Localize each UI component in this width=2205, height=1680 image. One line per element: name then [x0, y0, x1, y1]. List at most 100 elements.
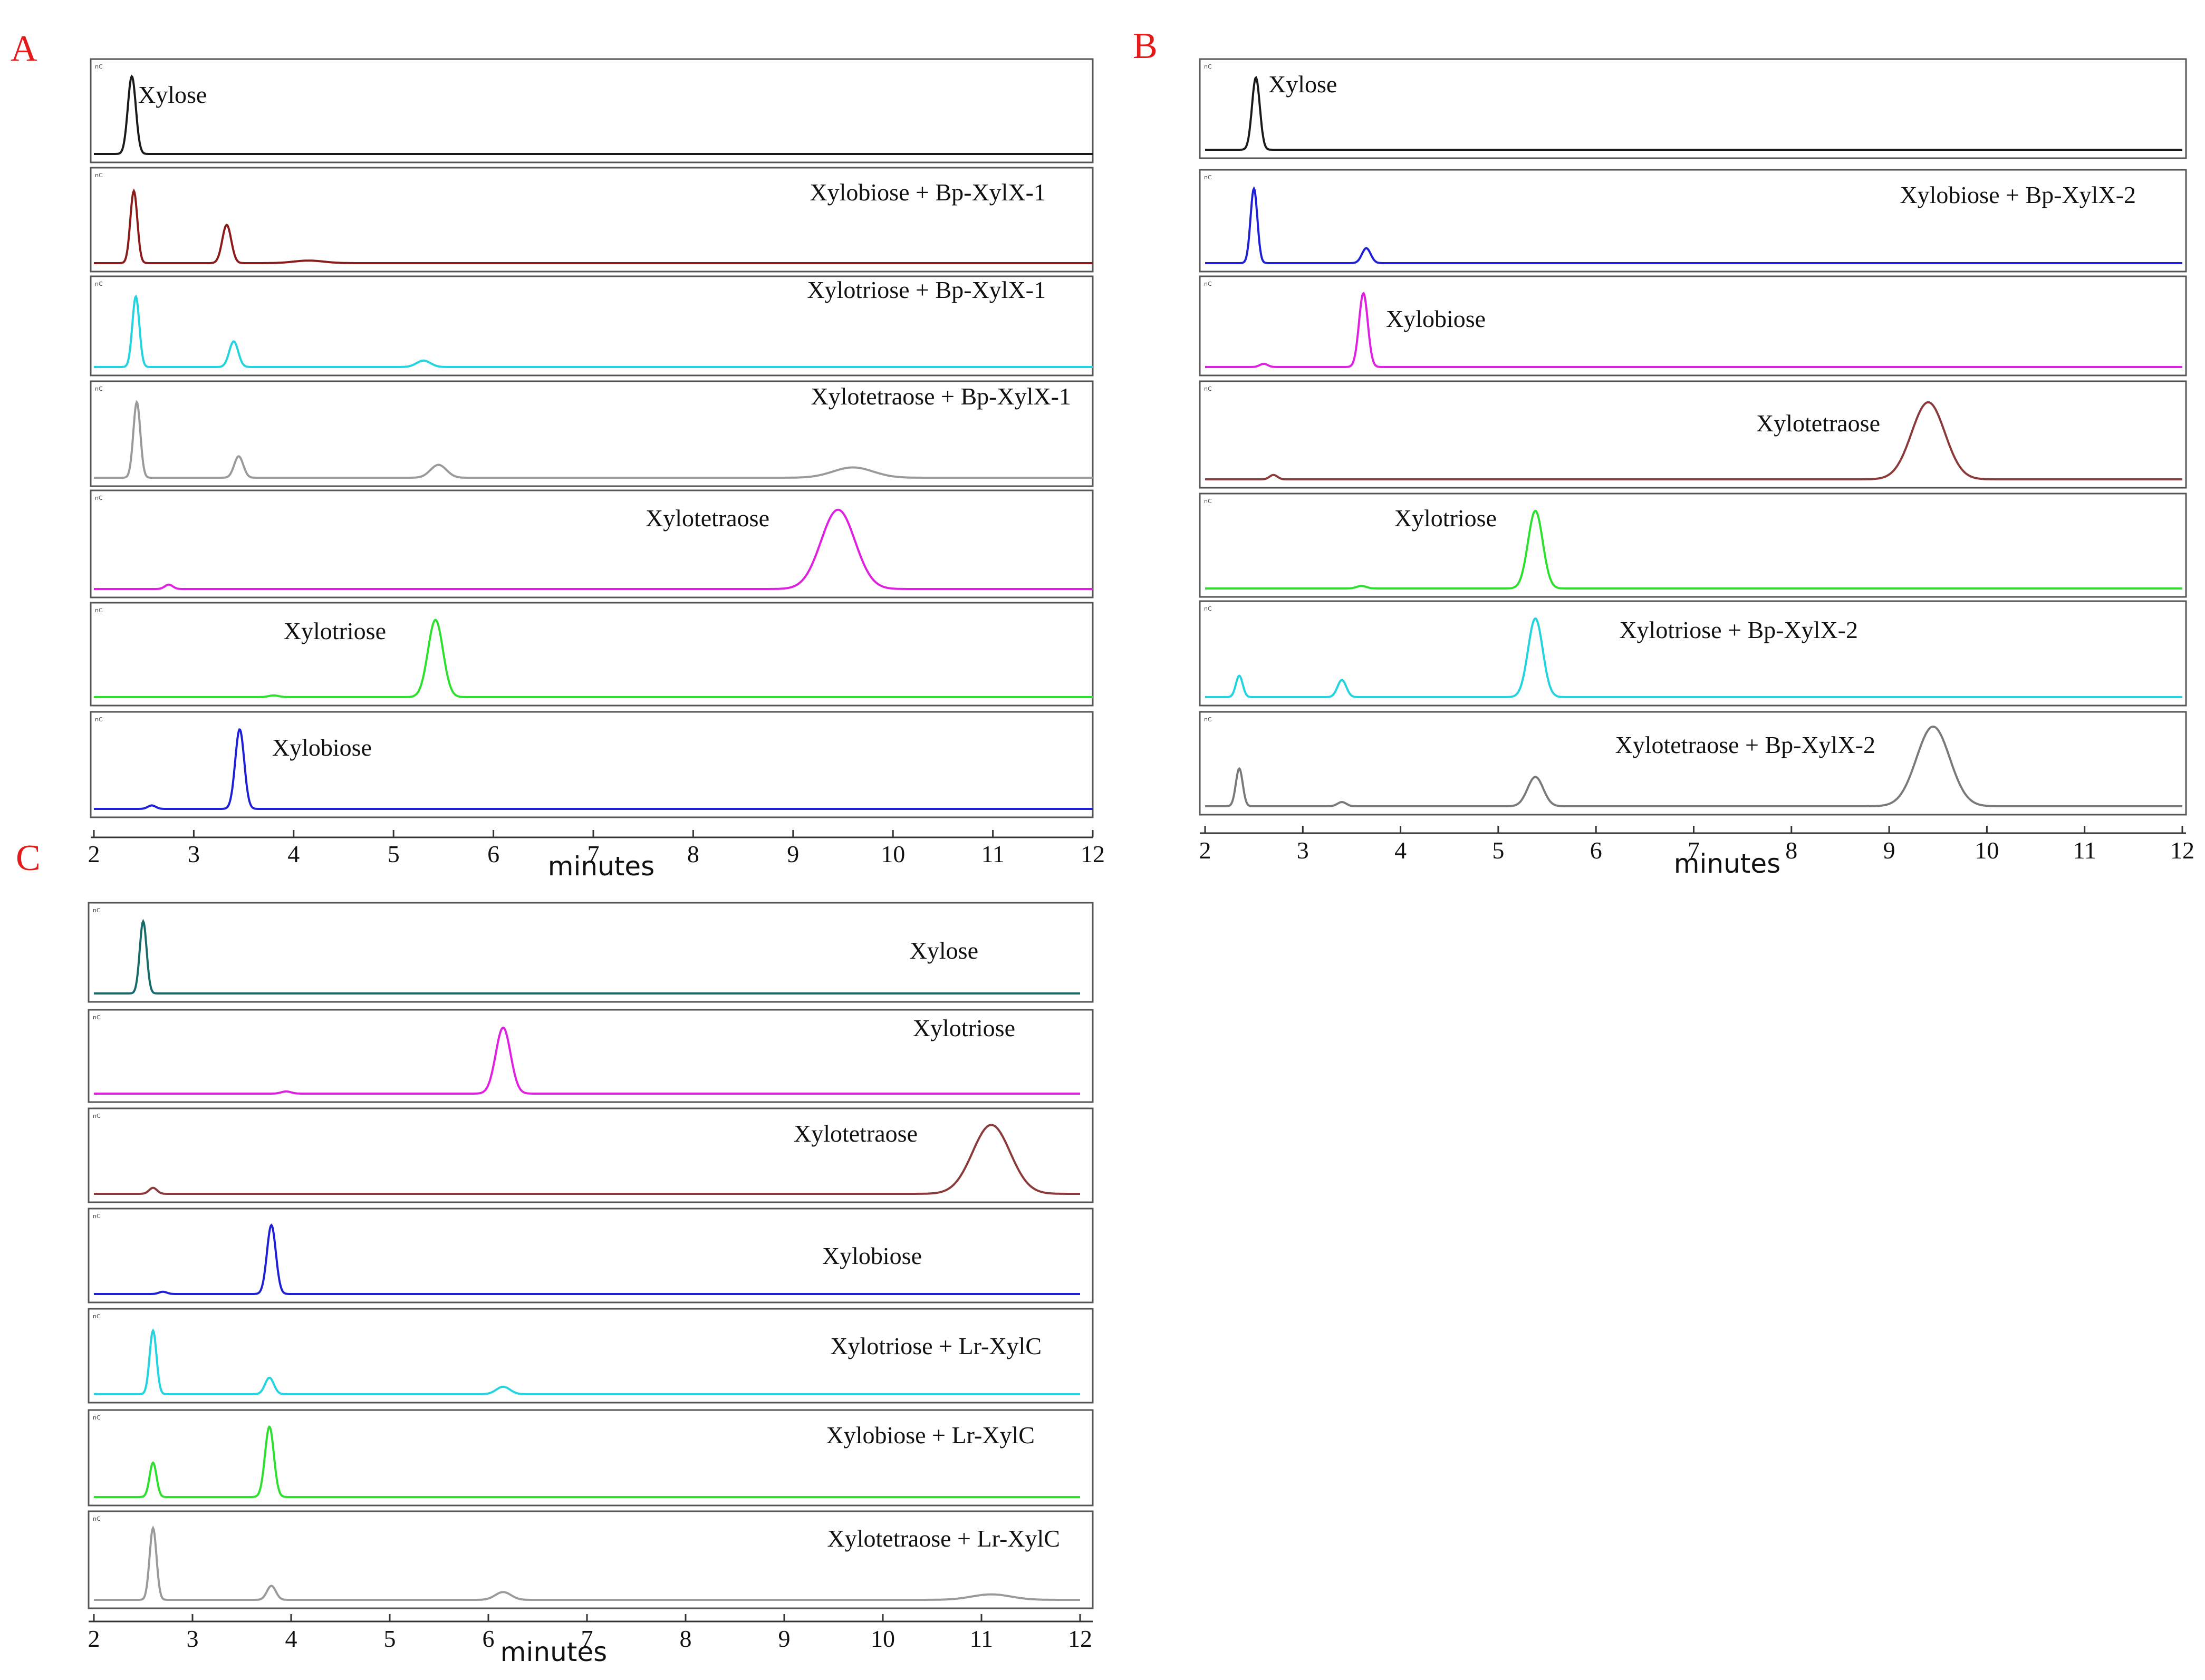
- x-tick-label: 9: [778, 1625, 791, 1652]
- trace-label: Xylobiose + Bp-XylX-1: [810, 179, 1046, 206]
- x-tick-label: 2: [88, 1625, 100, 1652]
- x-axis-label: minutes: [500, 1637, 607, 1667]
- x-tick-label: 7: [581, 1625, 593, 1652]
- chromatogram-trace: nC Xylotetraose: [90, 489, 1094, 598]
- trace-frame: [1199, 169, 2187, 273]
- trace-signal-line: [94, 919, 1080, 995]
- x-tick-label: 4: [287, 841, 300, 867]
- x-tick-label: 5: [388, 841, 400, 867]
- trace-signal-line: [1205, 617, 2182, 698]
- unit-tag: nC: [93, 1414, 101, 1421]
- trace-signal-line: [94, 1223, 1080, 1295]
- unit-tag: nC: [93, 1213, 101, 1220]
- trace-signal-line: [1205, 292, 2182, 368]
- x-tick-label: 10: [1975, 837, 1999, 864]
- trace-signal-line: [94, 619, 1093, 698]
- x-tick-label: 10: [871, 1625, 895, 1652]
- x-tick-label: 6: [487, 841, 499, 867]
- x-axis-label: minutes: [1674, 848, 1780, 879]
- trace-label: Xylobiose: [272, 734, 372, 761]
- trace-signal-line: [94, 294, 1093, 368]
- chromatogram-trace: nC Xylose: [90, 58, 1094, 163]
- trace-signal-line: [1205, 509, 2182, 590]
- x-tick-label: 5: [384, 1625, 396, 1652]
- trace-signal-line: [1205, 186, 2182, 264]
- trace-frame: [1199, 380, 2187, 489]
- unit-tag: nC: [93, 1313, 101, 1320]
- x-tick-label: 12: [1081, 841, 1105, 867]
- trace-frame: [90, 711, 1094, 818]
- x-tick-label: 9: [787, 841, 799, 867]
- x-tick-label: 7: [588, 841, 600, 867]
- panel-letter: A: [11, 28, 37, 69]
- trace-frame: [90, 275, 1094, 376]
- x-tick-label: 2: [88, 841, 100, 867]
- trace-label: Xylotriose + Bp-XylX-1: [807, 276, 1046, 303]
- trace-signal-line: [1205, 75, 2182, 151]
- x-tick-label: 2: [1199, 837, 1211, 864]
- trace-frame: [90, 380, 1094, 487]
- unit-tag: nC: [95, 495, 103, 501]
- chromatogram-trace: nC Xylotriose + Bp-XylX-1: [90, 275, 1094, 376]
- trace-signal-line: [94, 728, 1093, 810]
- trace-frame: [88, 902, 1094, 1003]
- trace-signal-line: [94, 1425, 1080, 1498]
- trace-frame: [90, 602, 1094, 707]
- trace-frame: [88, 1409, 1094, 1507]
- chromatogram-trace: nC Xylotetraose: [88, 1107, 1094, 1203]
- chromatogram-trace: nC Xylose: [88, 902, 1094, 1003]
- trace-signal-line: [94, 1026, 1080, 1095]
- chromatogram-trace: nC Xylobiose + Bp-XylX-1: [90, 167, 1094, 273]
- trace-label: Xylose: [138, 81, 207, 108]
- x-tick-label: 9: [1883, 837, 1895, 864]
- unit-tag: nC: [1204, 281, 1212, 287]
- unit-tag: nC: [93, 1515, 101, 1522]
- trace-frame: [88, 1208, 1094, 1304]
- x-tick-label: 5: [1492, 837, 1504, 864]
- x-tick-label: 8: [687, 841, 699, 867]
- x-tick-label: 3: [188, 841, 200, 867]
- x-tick-label: 3: [187, 1625, 199, 1652]
- chromatogram-trace: nC Xylotetraose + Bp-XylX-1: [90, 380, 1094, 487]
- trace-label: Xylobiose: [822, 1242, 922, 1269]
- chromatogram-trace: nC Xylose: [1199, 58, 2187, 159]
- unit-tag: nC: [1204, 385, 1212, 392]
- panel-letter: C: [16, 838, 41, 878]
- chromatogram-trace: nC Xylotetraose: [1199, 380, 2187, 489]
- panel-letter: B: [1133, 26, 1158, 66]
- trace-frame: [88, 1009, 1094, 1103]
- trace-frame: [90, 58, 1094, 163]
- unit-tag: nC: [95, 172, 103, 179]
- trace-label: Xylotetraose + Lr-XylC: [827, 1525, 1060, 1552]
- trace-frame: [88, 1107, 1094, 1203]
- x-tick-label: 11: [981, 841, 1004, 867]
- panel-b: BnC Xylose nC Xylobiose + Bp-XylX-2 nC Xylobi…: [1133, 26, 2194, 879]
- x-tick-label: 4: [1394, 837, 1407, 864]
- trace-signal-line: [94, 1124, 1080, 1195]
- chromatogram-trace: nC Xylotriose: [90, 602, 1094, 707]
- trace-label: Xylose: [910, 937, 978, 964]
- chromatogram-trace: nC Xylobiose: [88, 1208, 1094, 1304]
- trace-label: Xylobiose + Bp-XylX-2: [1900, 181, 2136, 208]
- trace-label: Xylobiose + Lr-XylC: [826, 1422, 1035, 1449]
- unit-tag: nC: [95, 607, 103, 614]
- x-tick-label: 10: [881, 841, 905, 867]
- trace-frame: [1199, 711, 2187, 816]
- chromatogram-trace: nC Xylobiose + Lr-XylC: [88, 1409, 1094, 1507]
- unit-tag: nC: [93, 907, 101, 914]
- trace-frame: [88, 1510, 1094, 1609]
- trace-signal-line: [94, 188, 1093, 264]
- panel-c: CnC Xylose nC Xylotriose nC Xylotetraose nC Xyl…: [16, 838, 1094, 1667]
- chromatogram-trace: nC Xylotriose: [88, 1009, 1094, 1103]
- x-tick-label: 12: [2170, 837, 2194, 864]
- trace-signal-line: [94, 74, 1093, 155]
- chromatogram-trace: nC Xylotriose + Bp-XylX-2: [1199, 600, 2187, 707]
- trace-label: Xylotriose: [913, 1015, 1015, 1041]
- unit-tag: nC: [1204, 605, 1212, 612]
- trace-signal-line: [94, 400, 1093, 479]
- unit-tag: nC: [93, 1113, 101, 1119]
- x-tick-label: 11: [2073, 837, 2096, 864]
- trace-label: Xylose: [1268, 71, 1337, 98]
